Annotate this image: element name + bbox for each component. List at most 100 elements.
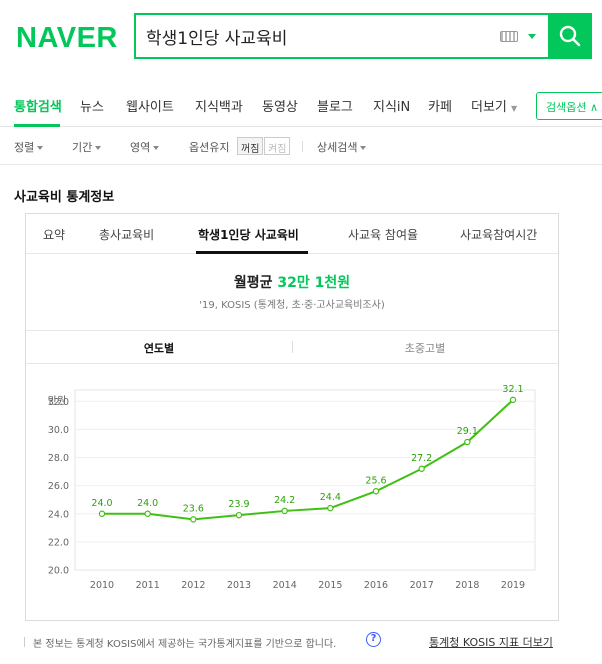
stats-card: 요약 총사교육비 학생1인당 사교육비 사교육 참여율 사교육참여시간 월평균 … xyxy=(25,213,559,621)
data-label: 23.6 xyxy=(183,503,204,514)
source-text: '19, KOSIS (통계청, 초·중·고사교육비조사) xyxy=(199,300,385,311)
search-input[interactable] xyxy=(146,24,486,48)
monthly-value: 32만 1천원 xyxy=(277,275,351,291)
data-label: 24.4 xyxy=(320,492,341,503)
area-filter[interactable]: 영역 xyxy=(130,139,160,155)
sort-label: 정렬 xyxy=(14,141,35,154)
footnote: 본 정보는 통계청 KOSIS에서 제공하는 국가통계지표를 기반으로 합니다. xyxy=(33,639,337,650)
tab-summary[interactable]: 요약 xyxy=(43,228,66,242)
y-tick-label: 22.0 xyxy=(48,537,69,548)
data-label: 25.6 xyxy=(365,475,386,486)
data-point xyxy=(98,510,106,517)
monthly-label: 월평균 xyxy=(233,275,273,291)
keep-options-off[interactable]: 꺼짐 xyxy=(237,137,264,155)
tab-more[interactable]: 더보기 ▼ xyxy=(471,96,517,115)
data-point xyxy=(281,507,288,515)
x-tick-label: 2015 xyxy=(318,580,342,591)
tab-blog[interactable]: 블로그 xyxy=(317,100,353,115)
data-label: 23.9 xyxy=(228,499,249,510)
tab-more-label: 더보기 xyxy=(471,100,507,115)
x-tick-label: 2016 xyxy=(364,580,388,591)
tab-participation-rate[interactable]: 사교육 참여율 xyxy=(348,228,419,242)
data-point xyxy=(418,465,425,472)
caret-down-icon xyxy=(37,146,44,150)
keep-options-on[interactable]: 켜짐 xyxy=(264,137,291,155)
help-icon[interactable]: ? xyxy=(366,632,381,647)
y-tick-label: 28.0 xyxy=(48,453,69,464)
caret-down-icon xyxy=(360,146,367,150)
tab-cafe[interactable]: 카페 xyxy=(428,100,452,115)
chevron-down-icon: ▼ xyxy=(511,104,518,113)
search-box[interactable] xyxy=(134,13,548,59)
tab-integrated[interactable]: 통합검색 xyxy=(14,100,62,115)
search-icon xyxy=(559,25,581,47)
y-tick-label: 24.0 xyxy=(48,509,69,520)
divider xyxy=(302,141,303,152)
keyboard-icon[interactable] xyxy=(500,31,518,42)
caret-down-icon xyxy=(95,146,102,150)
data-point xyxy=(144,510,151,517)
detail-search[interactable]: 상세검색 xyxy=(317,139,367,155)
data-label: 29.1 xyxy=(457,426,478,437)
keep-options-label: 옵션유지 xyxy=(189,141,230,154)
tab-total-spending[interactable]: 총사교육비 xyxy=(99,228,155,242)
period-label: 기간 xyxy=(72,141,93,154)
area-label: 영역 xyxy=(130,141,151,154)
tab-news[interactable]: 뉴스 xyxy=(80,100,104,115)
subtab-by-school-level[interactable]: 초중고별 xyxy=(404,342,446,355)
data-point xyxy=(464,438,471,446)
divider xyxy=(24,637,25,647)
autocomplete-toggle-icon[interactable] xyxy=(528,34,536,39)
data-point xyxy=(372,488,380,495)
subtab-by-year[interactable]: 연도별 xyxy=(143,342,175,355)
caret-down-icon xyxy=(153,146,160,150)
data-point xyxy=(509,396,517,404)
x-tick-label: 2013 xyxy=(227,580,251,591)
y-tick-label: 32.0 xyxy=(48,397,69,408)
search-button[interactable] xyxy=(548,13,592,59)
active-tab-indicator xyxy=(196,251,308,254)
kosis-more-link[interactable]: 통계청 KOSIS 지표 더보기 xyxy=(429,636,553,649)
tab-encyclopedia[interactable]: 지식백과 xyxy=(195,100,243,115)
search-tabs: 통합검색 뉴스 웹사이트 지식백과 동영상 블로그 지식iN 카페 더보기 ▼ … xyxy=(0,85,602,127)
period-filter[interactable]: 기간 xyxy=(72,139,102,155)
detail-search-label: 상세검색 xyxy=(317,141,358,154)
sub-tabs: 연도별 초중고별 xyxy=(26,330,558,364)
data-label: 27.2 xyxy=(411,453,432,464)
data-label: 24.2 xyxy=(274,495,295,506)
plot-frame xyxy=(74,389,536,571)
tab-websites[interactable]: 웹사이트 xyxy=(126,100,174,115)
section-title: 사교육비 통계정보 xyxy=(14,190,115,205)
x-tick-label: 2019 xyxy=(501,580,525,591)
search-options-button[interactable]: 검색옵션 ∧ xyxy=(536,92,602,120)
x-tick-label: 2014 xyxy=(273,580,297,591)
x-tick-label: 2018 xyxy=(455,580,479,591)
x-tick-label: 2017 xyxy=(410,580,434,591)
data-point xyxy=(235,511,243,519)
sort-filter[interactable]: 정렬 xyxy=(14,139,44,155)
y-tick-label: 20.0 xyxy=(48,566,69,577)
filter-bar: 정렬 기간 영역 옵션유지 꺼짐 켜짐 상세검색 xyxy=(0,128,602,165)
tab-video[interactable]: 동영상 xyxy=(262,100,298,115)
y-axis-unit: 만원 xyxy=(48,395,66,407)
y-tick-label: 26.0 xyxy=(48,481,69,492)
data-label: 32.1 xyxy=(502,384,523,395)
data-label: 24.0 xyxy=(91,498,112,509)
tab-kin[interactable]: 지식iN xyxy=(373,100,411,115)
x-tick-label: 2012 xyxy=(181,580,205,591)
stats-tabs: 요약 총사교육비 학생1인당 사교육비 사교육 참여율 사교육참여시간 xyxy=(26,214,558,254)
data-point xyxy=(190,516,197,523)
monthly-average: 월평균 32만 1천원 xyxy=(26,272,558,292)
x-tick-label: 2011 xyxy=(136,580,160,591)
data-point xyxy=(327,504,334,512)
tab-participation-time[interactable]: 사교육참여시간 xyxy=(460,228,538,242)
x-tick-label: 2010 xyxy=(90,580,114,591)
series-line xyxy=(102,399,514,521)
naver-logo[interactable]: NAVER xyxy=(16,22,118,54)
data-label: 24.0 xyxy=(137,498,158,509)
active-tab-indicator xyxy=(14,124,60,127)
tab-per-student[interactable]: 학생1인당 사교육비 xyxy=(198,228,299,242)
divider xyxy=(292,341,293,353)
y-tick-label: 30.0 xyxy=(48,425,69,436)
